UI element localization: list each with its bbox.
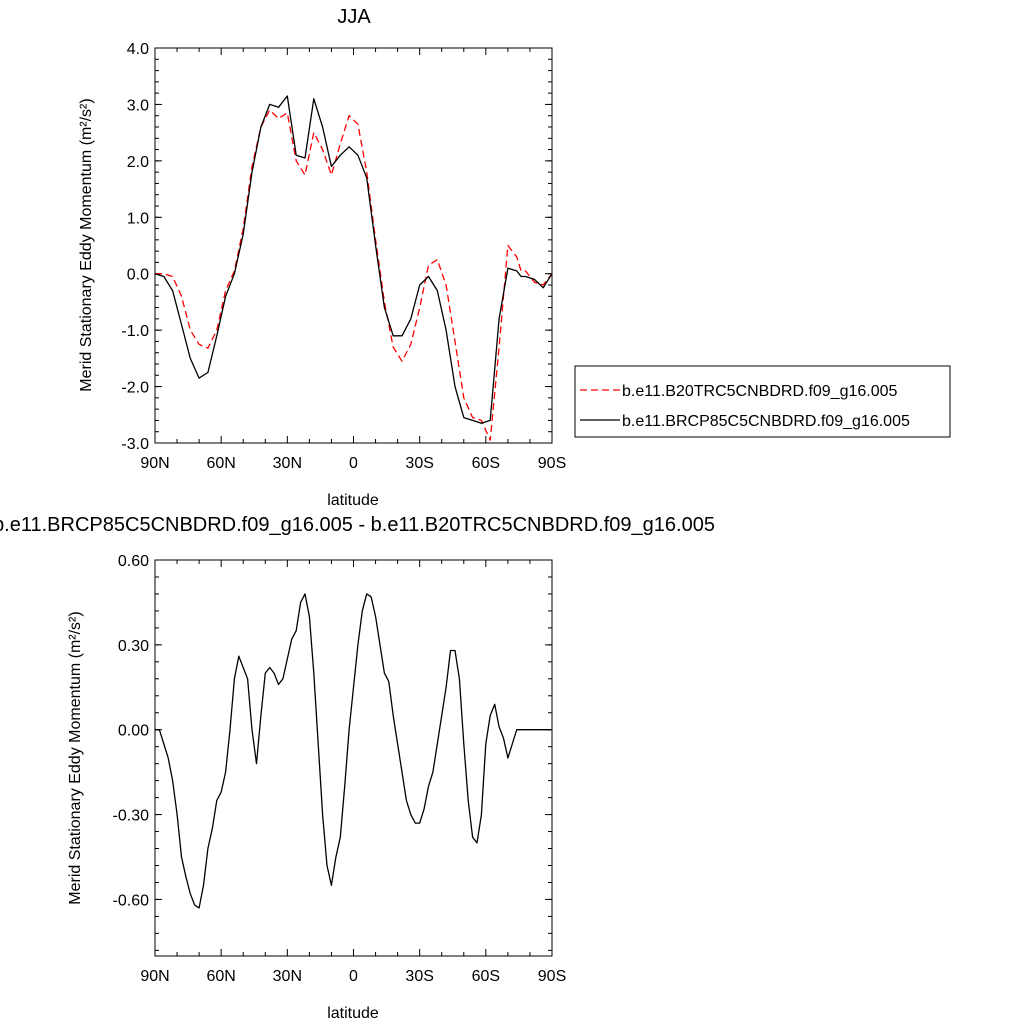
top-x-ticks: 90N 60N 30N 0 30S 60S 90S [140,48,566,472]
x-tick-label: 60S [472,455,500,472]
x-tick-label: 90S [538,455,566,472]
legend-label-series-1: b.e11.B20TRC5CNBDRD.f09_g16.005 [622,383,898,400]
x-tick-label: 90N [140,968,169,985]
y-tick-label: -2.0 [121,380,149,397]
x-tick-label: 60N [206,455,235,472]
y-tick-label: 0.60 [118,553,149,570]
x-tick-label: 60N [206,968,235,985]
top-x-axis-label: latitude [327,492,379,509]
x-tick-label: 0 [349,968,358,985]
legend-box [574,365,951,438]
y-tick-label: -0.60 [113,892,150,909]
top-y-ticks: 4.0 3.0 2.0 1.0 0.0 -1.0 -2.0 -3.0 [121,41,552,453]
series-line-1 [155,109,553,441]
top-y-axis-label: Merid Stationary Eddy Momentum (m²/s²) [78,98,95,391]
bottom-chart-title: b.e11.BRCP85C5CNBDRD.f09_g16.005 - b.e11… [0,514,715,536]
bottom-chart-frame [154,559,553,957]
bottom-x-axis-label: latitude [327,1005,379,1022]
x-tick-label: 0 [349,455,358,472]
y-tick-label: 1.0 [127,210,149,227]
y-tick-label: 0.30 [118,638,149,655]
x-tick-label: 90N [140,455,169,472]
y-tick-label: 0.0 [127,267,149,284]
y-tick-label: 3.0 [127,97,149,114]
y-tick-label: -1.0 [121,323,149,340]
x-tick-label: 30N [273,455,302,472]
top-series [154,95,553,441]
top-chart-title: JJA [337,6,371,28]
series-line-2 [154,95,553,424]
x-tick-label: 60S [472,968,500,985]
bottom-y-ticks: 0.60 0.30 0.00 -0.30 -0.60 [113,553,552,951]
y-tick-label: -3.0 [121,436,149,453]
series-line-1 [155,593,552,909]
x-tick-label: 30N [273,968,302,985]
y-tick-label: 4.0 [127,41,149,58]
y-tick-label: 0.00 [118,723,149,740]
top-chart: JJA 4.0 3.0 2.0 1.0 0.0 -1.0 -2.0 -3.0 90N 60N 30… [78,6,951,509]
y-tick-label: -0.30 [113,808,150,825]
top-chart-frame [154,47,553,444]
x-tick-label: 30S [405,968,433,985]
bottom-y-axis-label: Merid Stationary Eddy Momentum (m²/s²) [67,611,84,904]
top-legend: b.e11.B20TRC5CNBDRD.f09_g16.005 b.e11.BR… [574,365,951,438]
y-tick-label: 2.0 [127,154,149,171]
bottom-series [155,593,552,909]
x-tick-label: 30S [405,455,433,472]
bottom-x-ticks: 90N 60N 30N 0 30S 60S 90S [140,560,566,985]
x-tick-label: 90S [538,968,566,985]
legend-label-series-2: b.e11.BRCP85C5CNBDRD.f09_g16.005 [622,413,910,430]
bottom-chart: b.e11.BRCP85C5CNBDRD.f09_g16.005 - b.e11… [0,514,715,1022]
